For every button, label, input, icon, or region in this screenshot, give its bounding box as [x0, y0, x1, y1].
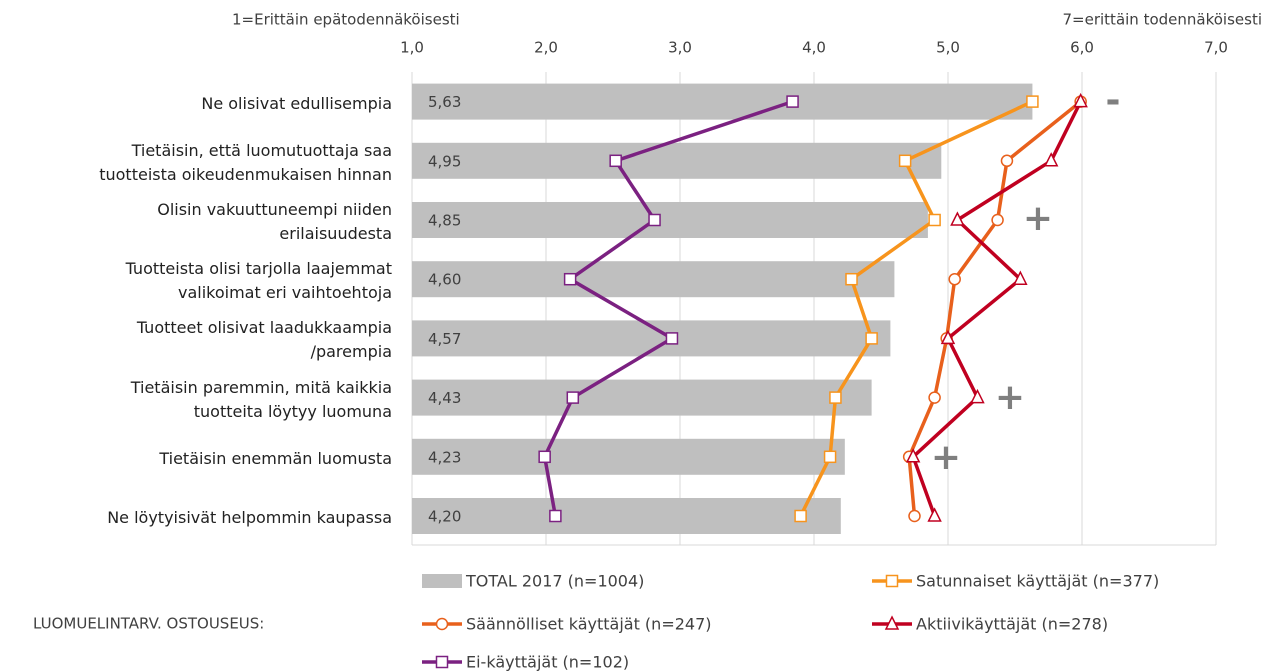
line	[911, 100, 1083, 517]
bar	[412, 379, 872, 416]
bar	[412, 438, 845, 475]
value-label: 4,60	[428, 271, 461, 289]
marker	[991, 213, 1004, 227]
marker	[865, 332, 878, 345]
marker	[648, 213, 661, 227]
annotation: +	[995, 377, 1025, 418]
bar	[412, 83, 1033, 120]
marker	[786, 95, 799, 108]
x-tick-label: 2,0	[534, 39, 558, 57]
marker	[566, 391, 580, 404]
value-label: 4,23	[428, 448, 461, 466]
x-tick-label: 4,0	[802, 39, 826, 57]
annotation: +	[931, 437, 961, 478]
marker	[1000, 154, 1014, 168]
category-label: Tuotteista olisi tarjolla laajemmat vali…	[125, 259, 392, 303]
category-label: Tietäisin, että luomutuottaja saa tuotte…	[99, 140, 392, 184]
marker	[538, 450, 551, 464]
value-label: 4,43	[428, 389, 461, 407]
category-label: Ne löytyisivät helpommin kaupassa	[107, 508, 392, 527]
x-tick-label: 5,0	[936, 39, 960, 57]
category-label: Tietäisin enemmän luomusta	[159, 448, 392, 468]
annotation: +	[1023, 198, 1053, 239]
marker	[948, 272, 961, 286]
bar	[412, 202, 928, 238]
marker	[1073, 92, 1088, 108]
legend-swatch	[422, 574, 462, 588]
marker	[563, 272, 577, 286]
category-label: Tietäisin paremmin, mitä kaikkia tuottei…	[130, 377, 392, 421]
marker	[1026, 95, 1039, 108]
marker	[940, 329, 956, 345]
marker	[928, 391, 941, 404]
x-tick-label: 6,0	[1070, 39, 1094, 57]
marker	[1013, 270, 1028, 285]
marker	[927, 507, 942, 522]
legend-label: Ei-käyttäjät (n=102)	[466, 653, 629, 672]
legend-label: Säännölliset käyttäjät (n=247)	[466, 615, 712, 634]
marker	[885, 574, 899, 588]
annotation: -	[1106, 80, 1121, 121]
right-label: 7=erittäin todennäköisesti	[1063, 11, 1263, 29]
marker	[794, 509, 807, 523]
line	[907, 100, 1082, 517]
value-label: 4,57	[428, 330, 461, 348]
marker	[823, 450, 837, 464]
line	[799, 100, 1034, 517]
line	[542, 99, 794, 517]
x-tick-label: 3,0	[668, 39, 692, 57]
category-label: Ne olisivat edullisempia	[201, 93, 392, 113]
marker	[928, 213, 941, 227]
marker	[665, 332, 679, 345]
legend-label: Aktiivikäyttäjät (n=278)	[916, 615, 1108, 634]
legend-label: Satunnaiset käyttäjät (n=377)	[916, 572, 1159, 591]
left-label: 1=Erittäin epätodennäköisesti	[232, 11, 460, 29]
category-label: Olisin vakuuttuneempi niiden erilaisuude…	[157, 200, 392, 243]
marker	[884, 615, 900, 630]
marker	[908, 509, 921, 523]
bar	[412, 498, 841, 534]
marker	[435, 655, 449, 669]
marker	[898, 154, 912, 168]
x-tick-label: 7,0	[1204, 39, 1228, 57]
marker	[950, 211, 965, 226]
bar	[412, 142, 942, 179]
legend-label: TOTAL 2017 (n=1004)	[465, 572, 644, 591]
marker	[829, 391, 842, 404]
marker	[609, 154, 622, 168]
category-label: Tuotteet olisivat laadukkaampia /parempi…	[136, 318, 392, 362]
value-label: 4,85	[428, 212, 461, 230]
value-label: 5,63	[428, 93, 461, 111]
value-label: 4,95	[428, 152, 461, 170]
value-label: 4,20	[428, 508, 461, 526]
marker	[435, 617, 449, 631]
marker	[1043, 152, 1059, 167]
bar	[412, 261, 895, 298]
marker	[549, 509, 562, 523]
marker	[905, 448, 921, 463]
marker	[845, 272, 858, 286]
legend-prefix: LUOMUELINTARV. OSTOUSEUS:	[33, 615, 264, 633]
marker	[970, 388, 985, 404]
x-tick-label: 1,0	[400, 39, 424, 57]
